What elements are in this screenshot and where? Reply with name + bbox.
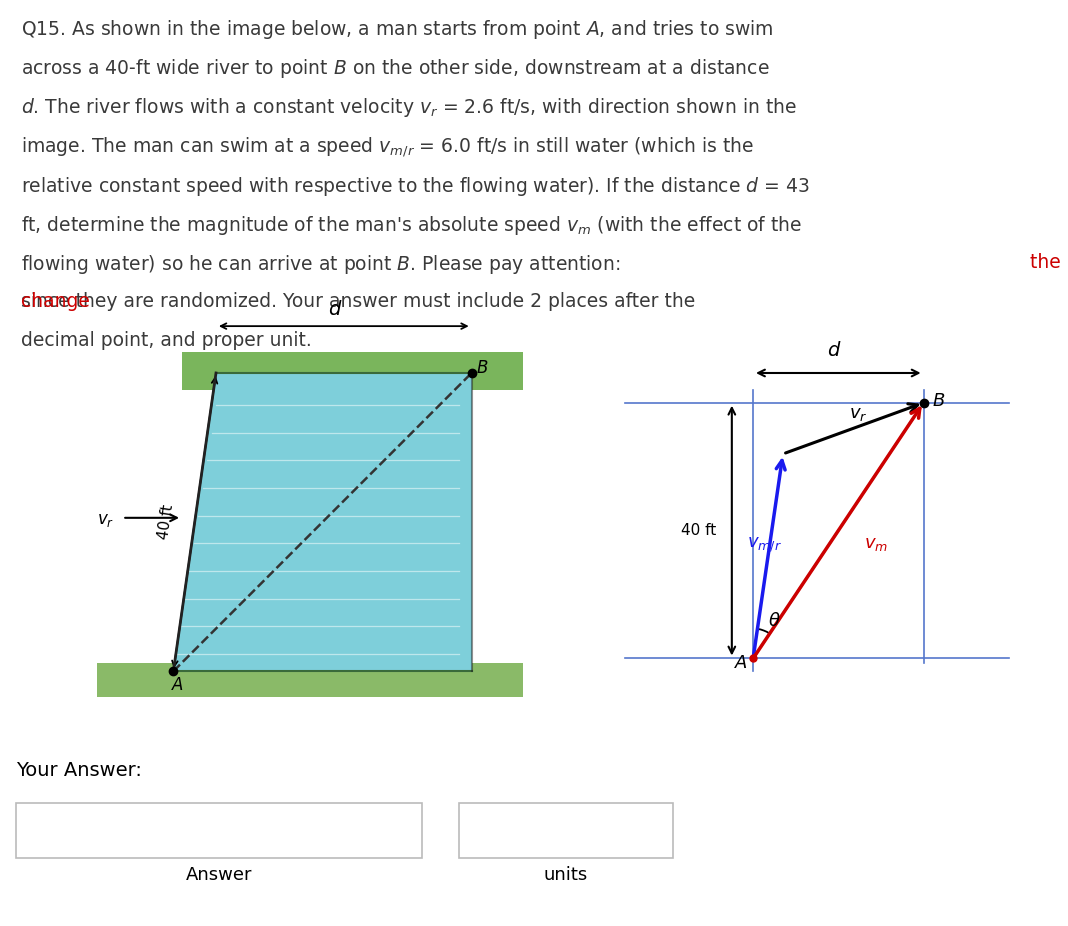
Text: flowing water) so he can arrive at point $B$. Please pay attention:: flowing water) so he can arrive at point… xyxy=(21,253,623,276)
Text: $\theta$: $\theta$ xyxy=(768,612,781,631)
Text: $A$: $A$ xyxy=(734,654,748,671)
Text: 40 ft: 40 ft xyxy=(156,504,176,541)
Text: decimal point, and proper unit.: decimal point, and proper unit. xyxy=(21,332,312,350)
Text: $A$: $A$ xyxy=(171,676,185,694)
Polygon shape xyxy=(182,352,522,390)
Text: $v_r$: $v_r$ xyxy=(97,511,114,529)
Text: $v_r$: $v_r$ xyxy=(849,405,867,422)
Text: Q15. As shown in the image below, a man starts from point $A$, and tries to swim: Q15. As shown in the image below, a man … xyxy=(21,19,774,41)
Text: Answer: Answer xyxy=(186,866,252,883)
Text: units: units xyxy=(544,866,588,883)
Text: $v_m$: $v_m$ xyxy=(864,534,888,553)
Polygon shape xyxy=(97,663,522,696)
Text: $d$. The river flows with a constant velocity $v_r$ = 2.6 ft/s, with direction s: $d$. The river flows with a constant vel… xyxy=(21,96,797,119)
Text: $d$: $d$ xyxy=(328,301,343,319)
Text: $B$: $B$ xyxy=(476,359,488,377)
Text: $v_{m/r}$: $v_{m/r}$ xyxy=(747,535,782,554)
Text: across a 40-ft wide river to point $B$ on the other side, downstream at a distan: across a 40-ft wide river to point $B$ o… xyxy=(21,57,770,81)
Text: the numbers may: the numbers may xyxy=(1030,253,1068,272)
Text: image. The man can swim at a speed $v_{m/r}$ = 6.0 ft/s in still water (which is: image. The man can swim at a speed $v_{m… xyxy=(21,135,754,159)
Text: Your Answer:: Your Answer: xyxy=(16,761,142,780)
Text: $B$: $B$ xyxy=(932,392,945,409)
Text: change: change xyxy=(21,292,90,311)
Text: ft, determine the magnitude of the man's absolute speed $v_m$ (with the effect o: ft, determine the magnitude of the man's… xyxy=(21,214,802,237)
Polygon shape xyxy=(173,373,472,671)
FancyBboxPatch shape xyxy=(16,804,422,857)
Text: 40 ft: 40 ft xyxy=(680,523,716,538)
Text: since they are randomized. Your answer must include 2 places after the: since they are randomized. Your answer m… xyxy=(21,292,695,311)
FancyBboxPatch shape xyxy=(459,804,673,857)
Text: $d$: $d$ xyxy=(827,341,842,360)
Text: relative constant speed with respective to the flowing water). If the distance $: relative constant speed with respective … xyxy=(21,175,810,197)
